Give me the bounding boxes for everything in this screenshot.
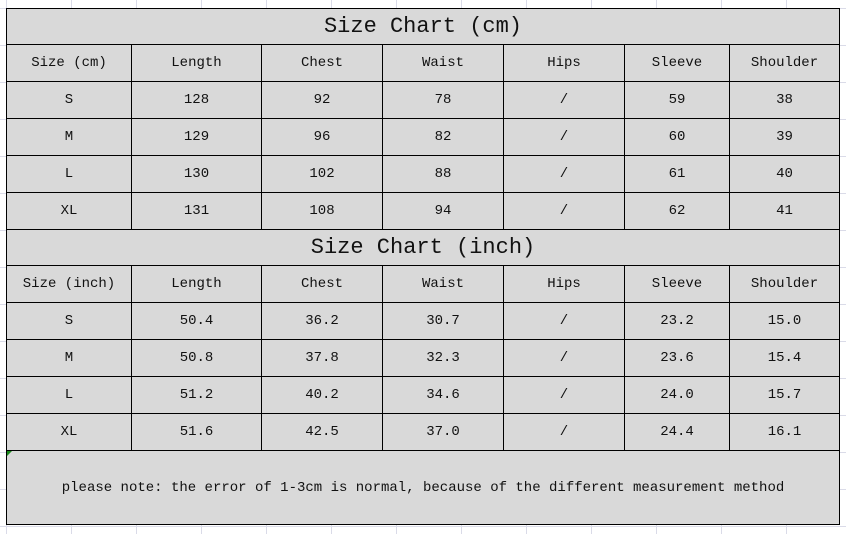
table-cell[interactable]: / xyxy=(503,81,625,119)
table-row: M 50.8 37.8 32.3/23.6 15.4 xyxy=(6,339,840,377)
table-cell[interactable]: 37.0 xyxy=(382,413,504,451)
table-cell[interactable]: 94 xyxy=(382,192,504,230)
table-cell[interactable]: / xyxy=(503,155,625,193)
table-cell[interactable]: 102 xyxy=(261,155,383,193)
header-cell[interactable]: Size (cm) xyxy=(6,44,132,82)
table-cell[interactable]: XL xyxy=(6,192,132,230)
table-cell[interactable]: 36.2 xyxy=(261,302,383,340)
table-cell[interactable]: L xyxy=(6,155,132,193)
header-cell[interactable]: Sleeve xyxy=(624,44,730,82)
table-row: XL 51.6 42.5 37.0/24.4 16.1 xyxy=(6,413,840,451)
note-cell[interactable]: please note: the error of 1-3cm is norma… xyxy=(6,450,840,525)
header-row: Size (cm) Length Chest Waist Hips Sleeve Shoul… xyxy=(6,44,840,82)
section-title-inch[interactable]: Size Chart (inch) xyxy=(6,229,840,266)
table-cell[interactable]: 42.5 xyxy=(261,413,383,451)
note-row: please note: the error of 1-3cm is norma… xyxy=(6,450,840,525)
table-cell[interactable]: / xyxy=(503,302,625,340)
header-cell[interactable]: Shoulder xyxy=(729,265,840,303)
table-cell[interactable]: 23.2 xyxy=(624,302,730,340)
table-cell[interactable]: 128 xyxy=(131,81,262,119)
header-cell[interactable]: Chest xyxy=(261,44,383,82)
header-cell[interactable]: Waist xyxy=(382,265,504,303)
table-cell[interactable]: 34.6 xyxy=(382,376,504,414)
header-cell[interactable]: Hips xyxy=(503,265,625,303)
table-cell[interactable]: 130 xyxy=(131,155,262,193)
table-cell[interactable]: S xyxy=(6,302,132,340)
header-cell[interactable]: Sleeve xyxy=(624,265,730,303)
title-row: Size Chart (cm) xyxy=(6,8,840,45)
table-cell[interactable]: 37.8 xyxy=(261,339,383,377)
table-row: L 51.2 40.2 34.6/24.0 15.7 xyxy=(6,376,840,414)
table-cell[interactable]: 78 xyxy=(382,81,504,119)
table-cell[interactable]: 39 xyxy=(729,118,840,156)
table-cell[interactable]: S xyxy=(6,81,132,119)
table-cell[interactable]: 15.4 xyxy=(729,339,840,377)
header-cell[interactable]: Hips xyxy=(503,44,625,82)
table-cell[interactable]: 129 xyxy=(131,118,262,156)
table-row: L 130 102 88/61 40 xyxy=(6,155,840,193)
cell-comment-marker-icon xyxy=(7,451,12,456)
table-cell[interactable]: 108 xyxy=(261,192,383,230)
header-cell[interactable]: Waist xyxy=(382,44,504,82)
table-cell[interactable]: L xyxy=(6,376,132,414)
header-cell[interactable]: Chest xyxy=(261,265,383,303)
table-cell[interactable]: M xyxy=(6,118,132,156)
table-cell[interactable]: 50.4 xyxy=(131,302,262,340)
table-cell[interactable]: / xyxy=(503,118,625,156)
table-cell[interactable]: 51.2 xyxy=(131,376,262,414)
table-cell[interactable]: 62 xyxy=(624,192,730,230)
table-row: XL 131 108 94/62 41 xyxy=(6,192,840,230)
header-cell[interactable]: Length xyxy=(131,265,262,303)
table-cell[interactable]: 50.8 xyxy=(131,339,262,377)
table-row: M 129 96 82/60 39 xyxy=(6,118,840,156)
table-cell[interactable]: / xyxy=(503,376,625,414)
table-cell[interactable]: 24.4 xyxy=(624,413,730,451)
table-row: S 50.4 36.2 30.7/23.2 15.0 xyxy=(6,302,840,340)
table-cell[interactable]: 23.6 xyxy=(624,339,730,377)
table-cell[interactable]: XL xyxy=(6,413,132,451)
table-cell[interactable]: 60 xyxy=(624,118,730,156)
table-cell[interactable]: 131 xyxy=(131,192,262,230)
table-cell[interactable]: 24.0 xyxy=(624,376,730,414)
table-cell[interactable]: 38 xyxy=(729,81,840,119)
table-cell[interactable]: 61 xyxy=(624,155,730,193)
table-cell[interactable]: M xyxy=(6,339,132,377)
table-cell[interactable]: 16.1 xyxy=(729,413,840,451)
table-cell[interactable]: 40 xyxy=(729,155,840,193)
header-cell[interactable]: Shoulder xyxy=(729,44,840,82)
table-cell[interactable]: / xyxy=(503,192,625,230)
table-cell[interactable]: 32.3 xyxy=(382,339,504,377)
size-chart-table: Size Chart (cm) Size (cm) Length Chest Waist… xyxy=(6,8,840,525)
table-cell[interactable]: 30.7 xyxy=(382,302,504,340)
table-cell[interactable]: 40.2 xyxy=(261,376,383,414)
header-cell[interactable]: Size (inch) xyxy=(6,265,132,303)
table-cell[interactable]: 88 xyxy=(382,155,504,193)
header-cell[interactable]: Length xyxy=(131,44,262,82)
table-cell[interactable]: 41 xyxy=(729,192,840,230)
table-cell[interactable]: 92 xyxy=(261,81,383,119)
table-row: S 128 92 78/59 38 xyxy=(6,81,840,119)
table-cell[interactable]: / xyxy=(503,339,625,377)
header-row: Size (inch) Length Chest Waist Hips Sleeve Sho… xyxy=(6,265,840,303)
table-cell[interactable]: / xyxy=(503,413,625,451)
table-cell[interactable]: 15.7 xyxy=(729,376,840,414)
table-cell[interactable]: 59 xyxy=(624,81,730,119)
table-cell[interactable]: 15.0 xyxy=(729,302,840,340)
table-cell[interactable]: 96 xyxy=(261,118,383,156)
section-title-cm[interactable]: Size Chart (cm) xyxy=(6,8,840,45)
table-cell[interactable]: 82 xyxy=(382,118,504,156)
table-cell[interactable]: 51.6 xyxy=(131,413,262,451)
title-row: Size Chart (inch) xyxy=(6,229,840,266)
